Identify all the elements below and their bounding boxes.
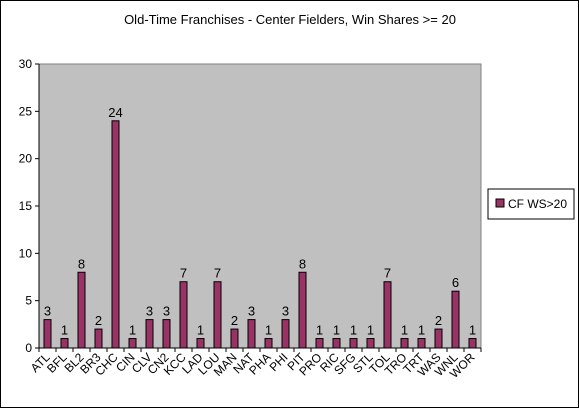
data-label: 3 [248,304,255,319]
plot-area [38,63,482,349]
data-label: 1 [350,323,357,338]
bar-cn2 [162,319,171,349]
data-label: 3 [282,304,289,319]
y-tick-label: 5 [25,294,32,308]
data-label: 8 [78,256,85,271]
bar-kcc [179,281,188,349]
data-label: 1 [401,323,408,338]
bar-atl [43,319,52,349]
bar-wor [468,338,477,349]
bar-lou [213,281,222,349]
data-label: 1 [469,323,476,338]
data-label: 8 [299,256,306,271]
legend-swatch [495,198,505,208]
bar-pit [298,271,307,349]
data-label: 3 [163,304,170,319]
bar-clv [145,319,154,349]
bar-tol [383,281,392,349]
bar-cin [128,338,137,349]
data-label: 3 [146,304,153,319]
bar-chc [111,120,120,349]
data-label: 1 [197,323,204,338]
bar-sfg [349,338,358,349]
data-label: 7 [214,266,221,281]
data-label: 2 [435,313,442,328]
data-label: 1 [316,323,323,338]
data-label: 3 [44,304,51,319]
bar-lad [196,338,205,349]
y-tick-label: 20 [19,152,33,166]
bar-bl2 [77,271,86,349]
y-tick-label: 25 [19,104,33,118]
data-label: 6 [452,275,459,290]
bar-nat [247,319,256,349]
bar-phi [281,319,290,349]
bar-man [230,328,239,349]
bars [43,120,477,349]
bar-tro [400,338,409,349]
data-label: 7 [384,266,391,281]
y-tick-label: 10 [19,246,33,260]
bar-wnl [451,290,460,349]
legend: CF WS>20 [487,188,575,220]
data-label: 7 [180,266,187,281]
data-label: 1 [265,323,272,338]
data-label: 2 [231,313,238,328]
bar-pro [315,338,324,349]
y-tick-label: 0 [25,341,32,355]
data-label: 1 [418,323,425,338]
bar-pha [264,338,273,349]
y-tick-label: 30 [19,57,33,71]
bar-stl [366,338,375,349]
bar-bfl [60,338,69,349]
bar-ric [332,338,341,349]
data-label: 2 [95,313,102,328]
chart-title: Old-Time Franchises - Center Fielders, W… [124,12,456,27]
y-tick-label: 15 [19,199,33,213]
x-axis-labels: ATLBFLBL2BR3CHCCINCLVCN2KCCLADLOUMANNATP… [28,350,478,381]
bar-trt [417,338,426,349]
data-label: 1 [333,323,340,338]
bar-br3 [94,328,103,349]
data-label: 24 [108,105,122,120]
data-label: 1 [367,323,374,338]
data-label: 1 [61,323,68,338]
data-label: 1 [129,323,136,338]
legend-label: CF WS>20 [508,197,567,211]
bar-was [434,328,443,349]
